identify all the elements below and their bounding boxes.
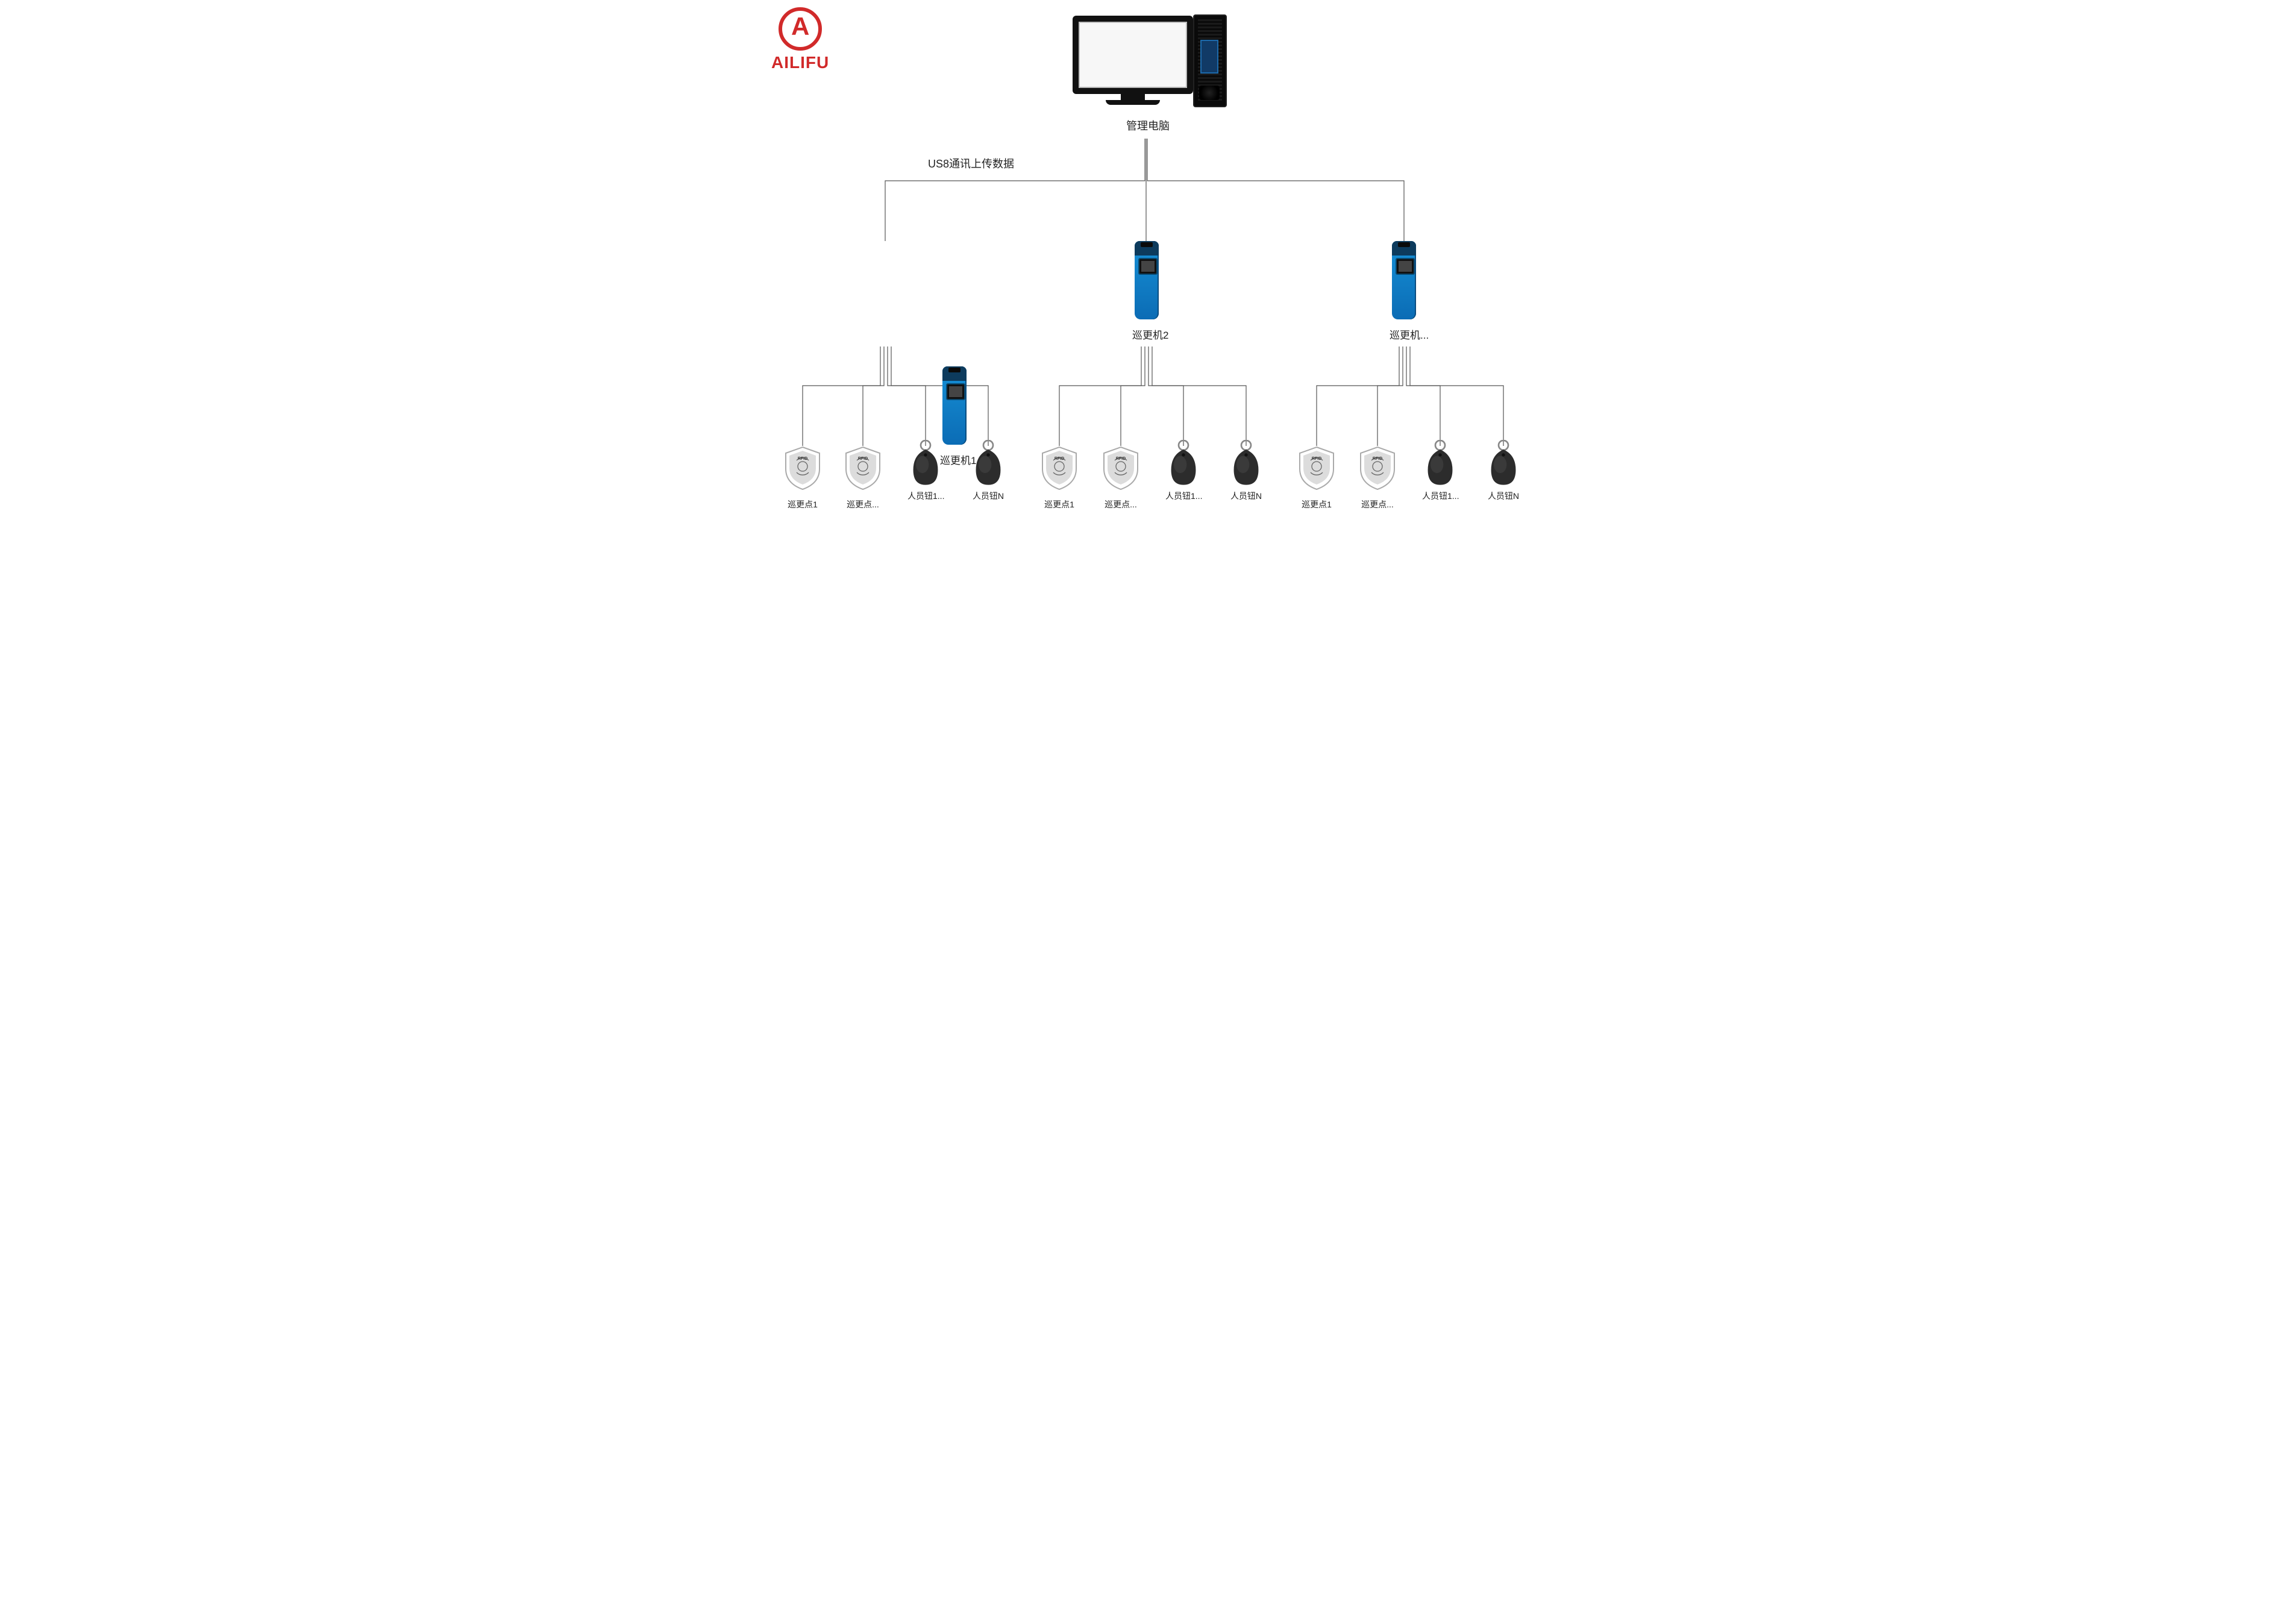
shield-icon: RFID — [844, 446, 882, 491]
device-icon — [1390, 241, 1418, 319]
keyfob-icon — [1229, 440, 1264, 488]
svg-text:RFID: RFID — [1373, 457, 1382, 461]
tag-label: 人员钮N — [1485, 490, 1521, 502]
device-label: 巡更机2 — [1132, 327, 1168, 342]
checkpoint-1-n: RFID 巡更点... — [844, 446, 882, 510]
person-fob-1-n: 人员钮N — [970, 440, 1006, 502]
device-label: 巡更机... — [1390, 327, 1429, 342]
person-fob-3-n: 人员钮N — [1485, 440, 1521, 502]
logo: A AILIFU — [771, 7, 829, 72]
tag-label: 人员钮1... — [1422, 490, 1458, 502]
shield-icon: RFID — [1040, 446, 1079, 491]
tag-label: 人员钮N — [970, 490, 1006, 502]
svg-text:RFID: RFID — [1312, 457, 1321, 461]
person-fob-3-a: 人员钮1... — [1422, 440, 1458, 502]
tag-label: 人员钮N — [1228, 490, 1264, 502]
tag-label: 巡更点1 — [1297, 498, 1336, 510]
monitor-icon — [1073, 16, 1193, 94]
device-icon — [940, 366, 969, 445]
svg-text:RFID: RFID — [858, 457, 868, 461]
shield-icon: RFID — [783, 446, 822, 491]
keyfob-icon — [1486, 440, 1521, 488]
shield-icon: RFID — [1102, 446, 1140, 491]
tag-label: 巡更点... — [1102, 498, 1140, 510]
svg-text:RFID: RFID — [1116, 457, 1126, 461]
svg-text:RFID: RFID — [1055, 457, 1064, 461]
tower-icon — [1193, 14, 1227, 107]
keyfob-icon — [908, 440, 943, 488]
person-fob-2-n: 人员钮N — [1228, 440, 1264, 502]
checkpoint-3-n: RFID 巡更点... — [1358, 446, 1397, 510]
patrol-device-n: 巡更机... — [1390, 241, 1429, 342]
pc-label: 管理电脑 — [1073, 118, 1223, 133]
device-icon — [1132, 241, 1161, 319]
tag-label: 人员钮1... — [1165, 490, 1202, 502]
checkpoint-1-a: RFID 巡更点1 — [783, 446, 822, 510]
person-fob-1-a: 人员钮1... — [907, 440, 944, 502]
shield-icon: RFID — [1358, 446, 1397, 491]
tag-label: 巡更点1 — [783, 498, 822, 510]
logo-text: AILIFU — [771, 53, 829, 72]
tag-label: 巡更点... — [1358, 498, 1397, 510]
checkpoint-2-a: RFID 巡更点1 — [1040, 446, 1079, 510]
manager-pc-node: 管理电脑 — [1073, 10, 1223, 133]
keyfob-icon — [971, 440, 1006, 488]
checkpoint-2-n: RFID 巡更点... — [1102, 446, 1140, 510]
pc-icon — [1073, 10, 1223, 109]
keyfob-icon — [1166, 440, 1201, 488]
shield-icon: RFID — [1297, 446, 1336, 491]
tag-label: 巡更点... — [844, 498, 882, 510]
checkpoint-3-a: RFID 巡更点1 — [1297, 446, 1336, 510]
person-fob-2-a: 人员钮1... — [1165, 440, 1202, 502]
patrol-device-2: 巡更机2 — [1132, 241, 1168, 342]
link-top-label: US8通讯上传数据 — [928, 155, 1014, 171]
tag-label: 巡更点1 — [1040, 498, 1079, 510]
logo-icon: A — [779, 7, 822, 51]
tag-label: 人员钮1... — [907, 490, 944, 502]
keyfob-icon — [1423, 440, 1458, 488]
svg-text:RFID: RFID — [798, 457, 807, 461]
